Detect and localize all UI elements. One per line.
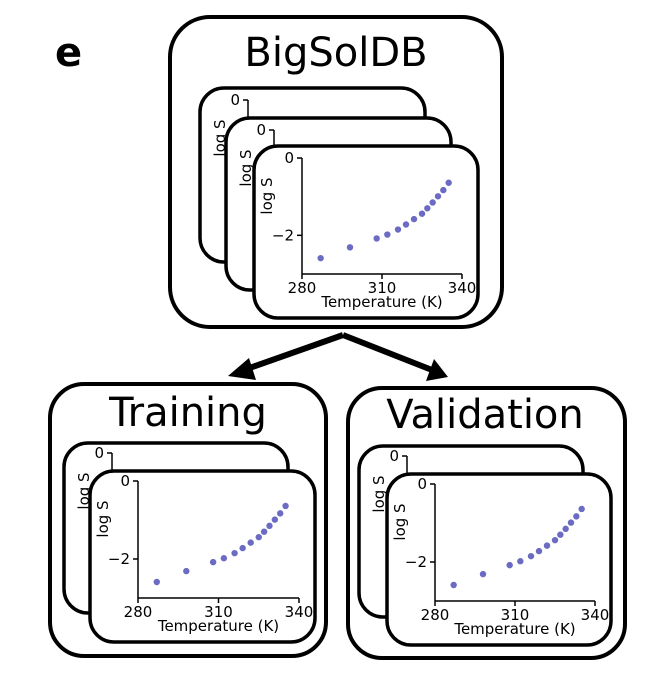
validation-front-y-tick-label: −2 [405, 553, 427, 571]
bigsoldb-front-data-point [317, 254, 324, 262]
validation-front-x-axis-title: Temperature (K) [453, 620, 575, 638]
bigsoldb-front-card: 0 log S 280 310 340 −2 Temperature (K) [252, 144, 480, 320]
validation-front-card-frame [385, 472, 613, 647]
validation-front-data-point [506, 561, 513, 569]
validation-title: Validation [386, 392, 584, 438]
training-front-y-axis-title: log S [94, 500, 112, 537]
training-front-x-tick-label: 340 [285, 603, 314, 621]
training-front-card: 0 log S 280 310 340 −2 Temperature (K) [88, 469, 317, 644]
validation-front-card: 0 log S 280 310 340 −2 Temperature (K) [385, 472, 613, 647]
bigsoldb-front-data-point [440, 186, 447, 194]
training-front-data-point [282, 502, 289, 510]
bigsoldb-front-data-point [394, 226, 402, 233]
bigsoldb-front-x-tick-label: 310 [368, 279, 397, 297]
validation-front-data-point [479, 570, 487, 578]
bigsoldb-front-x-axis-title: Temperature (K) [320, 293, 442, 311]
arrow-to-training [243, 332, 344, 373]
bigsoldb-front-data-point [384, 231, 391, 238]
arrow-to-validation [341, 332, 434, 373]
validation-front-data-point [527, 552, 535, 560]
validation-front-data-point [543, 542, 551, 549]
bigsoldb-front-data-point [410, 215, 418, 223]
arrow-head-training [228, 358, 256, 380]
validation-front-data-point [551, 536, 559, 544]
training-front-data-point [247, 539, 254, 546]
bigsoldb-title: BigSolDB [244, 30, 427, 76]
training-front-card-frame [88, 469, 317, 644]
bigsoldb-front-data-point [402, 221, 410, 228]
validation-back-1-y-axis-title: log S [370, 475, 388, 512]
bigsoldb-front-x-tick-label: 340 [448, 279, 477, 297]
validation-front-data-point [573, 513, 580, 520]
training-plot-stack: 0 log S 0 log S 280 310 340 −2 Temperature (K) [62, 441, 317, 644]
validation-front-data-point [517, 558, 524, 565]
bigsoldb-back-2-y-axis-title: log S [237, 149, 255, 186]
bigsoldb-front-y-axis-title: log S [258, 177, 276, 214]
validation-front-data-point [567, 519, 575, 526]
validation-front-x-tick-label: 280 [421, 606, 450, 624]
arrow-head-validation [426, 359, 448, 381]
bigsoldb-front-card-frame [252, 144, 480, 320]
training-front-data-point [260, 528, 268, 535]
training-title: Training [108, 390, 267, 436]
bigsoldb-front-data-point [429, 199, 436, 206]
validation-front-data-point [450, 581, 457, 589]
training-front-data-point [255, 533, 262, 541]
training-front-x-tick-label: 310 [204, 603, 233, 621]
training-front-y-tick-label: 0 [120, 472, 130, 490]
bigsoldb-front-y-tick-label: −2 [272, 226, 294, 244]
training-front-data-point [209, 558, 217, 566]
bigsoldb-front-x-tick-label: 280 [288, 279, 317, 297]
training-back-1-y-tick-label: 0 [94, 444, 104, 462]
training-front-x-tick-label: 280 [124, 603, 153, 621]
validation-front-y-tick-label: 0 [417, 475, 427, 493]
bigsoldb-front-data-point [445, 179, 452, 186]
bigsoldb-front-data-point [424, 205, 431, 212]
bigsoldb-back-1-y-tick-label: 0 [230, 91, 240, 109]
validation-front-data-point [578, 505, 585, 513]
training-front-data-point [183, 567, 190, 575]
training-front-x-axis-title: Temperature (K) [157, 617, 279, 635]
validation-front-x-tick-label: 340 [581, 606, 610, 624]
bigsoldb-back-2-y-tick-label: 0 [256, 121, 266, 139]
bigsoldb-front-data-point [373, 235, 380, 242]
training-front-data-point [277, 510, 284, 517]
training-front-data-point [231, 549, 238, 557]
validation-front-data-point [535, 547, 543, 555]
validation-front-x-tick-label: 310 [501, 606, 530, 624]
bigsoldb-front-data-point [418, 210, 426, 217]
training-front-data-point [271, 516, 279, 523]
training-front-y-tick-label: −2 [108, 550, 130, 568]
validation-back-1-y-tick-label: 0 [389, 447, 399, 465]
bigsoldb-front-data-point [434, 193, 442, 200]
training-front-data-point [153, 578, 160, 586]
validation-front-data-point [562, 525, 569, 533]
split-arrows [228, 332, 448, 381]
bigsoldb-front-y-tick-label: 0 [284, 149, 294, 167]
validation-front-y-axis-title: log S [391, 503, 409, 540]
training-front-data-point [220, 555, 228, 562]
bigsoldb-front-data-point [346, 244, 354, 251]
validation-front-data-point [557, 531, 564, 538]
training-front-data-point [266, 522, 273, 530]
training-front-data-point [239, 544, 246, 552]
panel-label: e [55, 30, 82, 76]
